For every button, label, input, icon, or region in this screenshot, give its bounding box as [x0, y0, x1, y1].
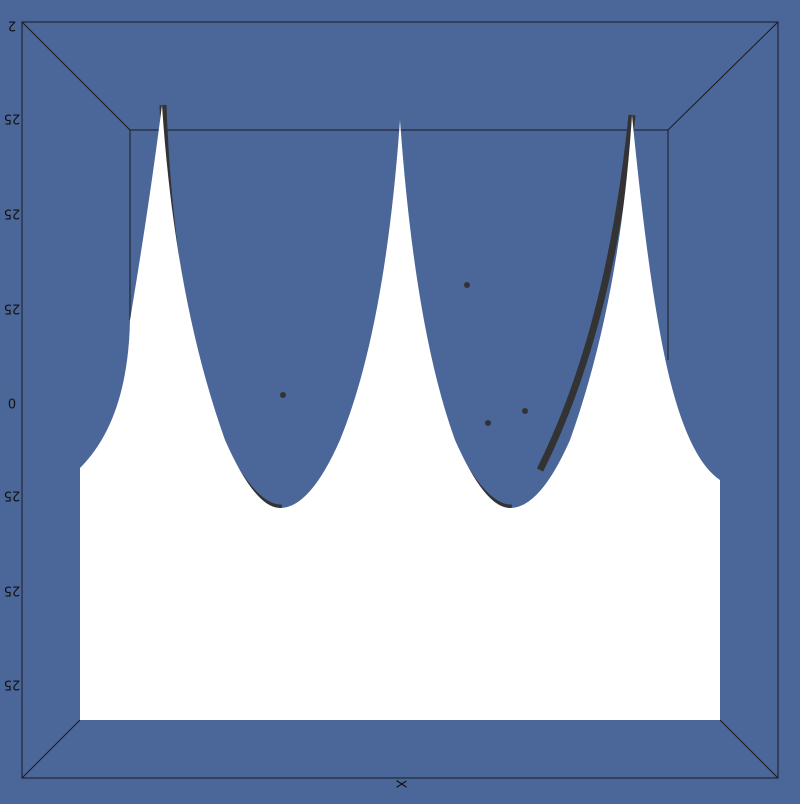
outer-box — [21, 21, 779, 779]
x-axis-label: X — [393, 780, 408, 789]
particle — [485, 420, 491, 426]
z-tick-label: 25 — [4, 488, 21, 503]
z-tick-label: 25 — [4, 301, 21, 316]
box-edge — [719, 719, 779, 779]
particle — [522, 408, 528, 414]
box-edge — [667, 21, 779, 131]
surface — [80, 104, 720, 720]
bounding-box — [21, 21, 779, 779]
particle — [464, 282, 470, 288]
z-tick-label: 25 — [4, 583, 21, 598]
z-tick-label: 0 — [8, 395, 16, 410]
z-tick-label: 25 — [4, 206, 21, 221]
z-tick-label: 25 — [4, 677, 21, 692]
z-tick-label: 2 — [8, 18, 16, 33]
box-edge — [21, 719, 81, 779]
z-tick-label: 25 — [4, 111, 21, 126]
box-edge — [21, 21, 131, 131]
particle — [280, 392, 286, 398]
surface-body — [80, 105, 720, 720]
